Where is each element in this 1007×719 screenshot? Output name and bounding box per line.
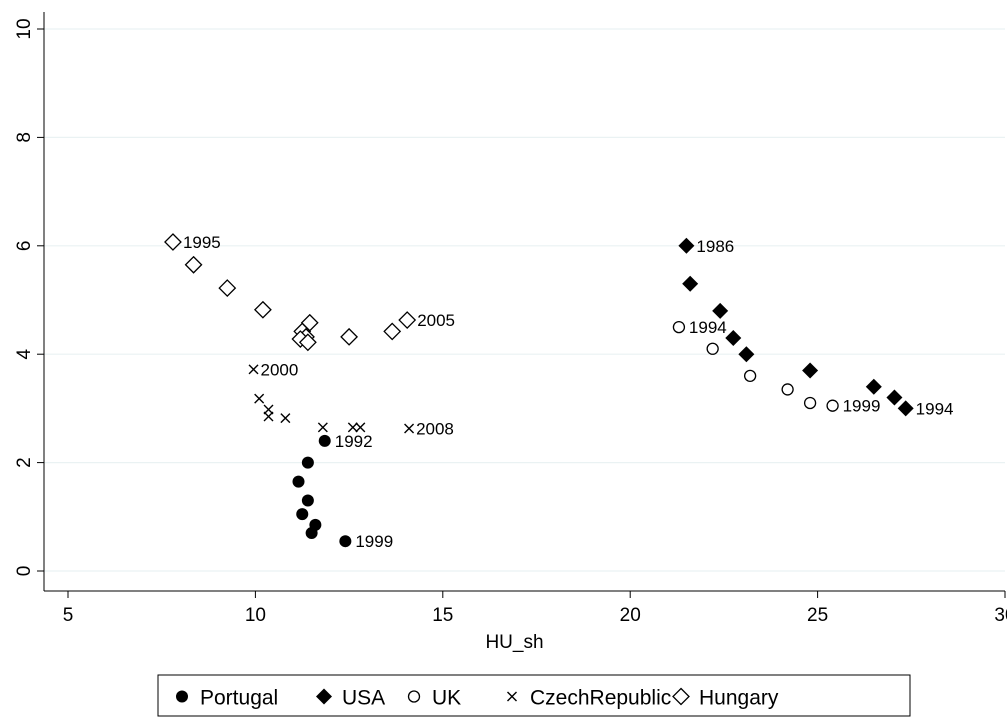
legend-marker-hungary — [672, 687, 690, 706]
portugal-point-label: 1992 — [335, 432, 373, 451]
portugal-point — [305, 527, 318, 540]
uk-point — [672, 320, 686, 334]
czechrepublic-point — [263, 404, 274, 415]
uk-point — [803, 396, 817, 410]
x-tick-label: 15 — [432, 605, 453, 626]
y-tick-label: 6 — [14, 241, 35, 252]
legend-label-uk: UK — [432, 687, 461, 710]
legend-marker-usa — [316, 688, 332, 705]
czechrepublic-point — [404, 423, 415, 434]
usa-point-label: 1986 — [696, 237, 734, 256]
czechrepublic-point — [263, 411, 274, 422]
czechrepublic-point — [254, 393, 265, 404]
portugal-point — [318, 434, 331, 447]
portugal-point — [301, 494, 314, 507]
legend-label-usa: USA — [342, 687, 385, 710]
hungary-point — [218, 279, 237, 297]
hungary-point — [298, 333, 317, 352]
data-points — [164, 233, 914, 548]
portugal-point — [296, 508, 309, 521]
y-tick-label: 0 — [14, 566, 35, 577]
gridlines — [44, 28, 1005, 572]
usa-point — [712, 302, 729, 319]
hungary-point — [184, 255, 203, 274]
portugal-point — [301, 456, 314, 469]
hungary-point — [253, 300, 272, 319]
uk-point-label: 1999 — [843, 397, 881, 416]
czechrepublic-point — [347, 422, 358, 433]
usa-point — [886, 389, 903, 406]
hungary-point — [164, 233, 182, 251]
legend-label-hungary: Hungary — [699, 687, 779, 710]
czechrepublic-point-label: 2000 — [261, 360, 299, 379]
hungary-point — [340, 327, 359, 346]
czechrepublic-point — [317, 422, 328, 433]
legend-marker-czechrepublic — [507, 691, 517, 702]
point-labels: 1999 1992 1986 1994 1994 1999 2000 2008 1995 2005 — [183, 233, 954, 551]
legend: Portugal USA UK CzechRepublic Hungary — [157, 674, 911, 717]
usa-point — [682, 275, 699, 292]
x-tick-label: 5 — [63, 605, 74, 626]
portugal-point-label: 1999 — [355, 532, 393, 551]
hungary-point — [383, 322, 402, 341]
uk-point — [706, 342, 719, 355]
usa-point — [897, 400, 914, 417]
y-tick-label: 2 — [14, 457, 35, 468]
y-tick-label: 4 — [14, 348, 35, 359]
czechrepublic-point — [355, 422, 366, 433]
x-axis-title: HU_sh — [485, 632, 543, 653]
legend-label-portugal: Portugal — [200, 687, 278, 710]
usa-point — [725, 329, 742, 346]
uk-point — [826, 399, 839, 412]
x-tick-label: 30 — [994, 605, 1007, 626]
y-tick-label: 8 — [14, 132, 35, 143]
hungary-point — [398, 311, 417, 329]
legend-marker-uk — [407, 690, 421, 703]
hungary-point-label: 1995 — [183, 233, 221, 252]
x-tick-label: 10 — [245, 605, 266, 626]
usa-point — [865, 378, 882, 395]
usa-point — [802, 362, 819, 379]
czechrepublic-point — [280, 413, 291, 424]
legend-label-czechrepublic: CzechRepublic — [530, 687, 671, 710]
usa-point-label: 1994 — [916, 399, 954, 418]
legend-marker-portugal — [176, 690, 188, 703]
uk-point — [781, 383, 794, 396]
usa-point — [738, 346, 755, 363]
portugal-point — [292, 475, 305, 488]
axes: 0 2 4 6 8 10 5 10 15 20 25 30 — [14, 12, 1007, 626]
x-tick-label: 25 — [807, 605, 828, 626]
portugal-point — [339, 535, 352, 548]
y-tick-label: 10 — [14, 18, 35, 39]
uk-point-label: 1994 — [689, 318, 727, 337]
czechrepublic-point-label: 2008 — [416, 419, 454, 438]
usa-point — [678, 237, 695, 254]
x-tick-label: 20 — [620, 605, 641, 626]
legend-box — [157, 674, 911, 717]
hungary-point-label: 2005 — [417, 311, 455, 330]
czechrepublic-point — [248, 364, 259, 375]
uk-point — [743, 369, 757, 383]
